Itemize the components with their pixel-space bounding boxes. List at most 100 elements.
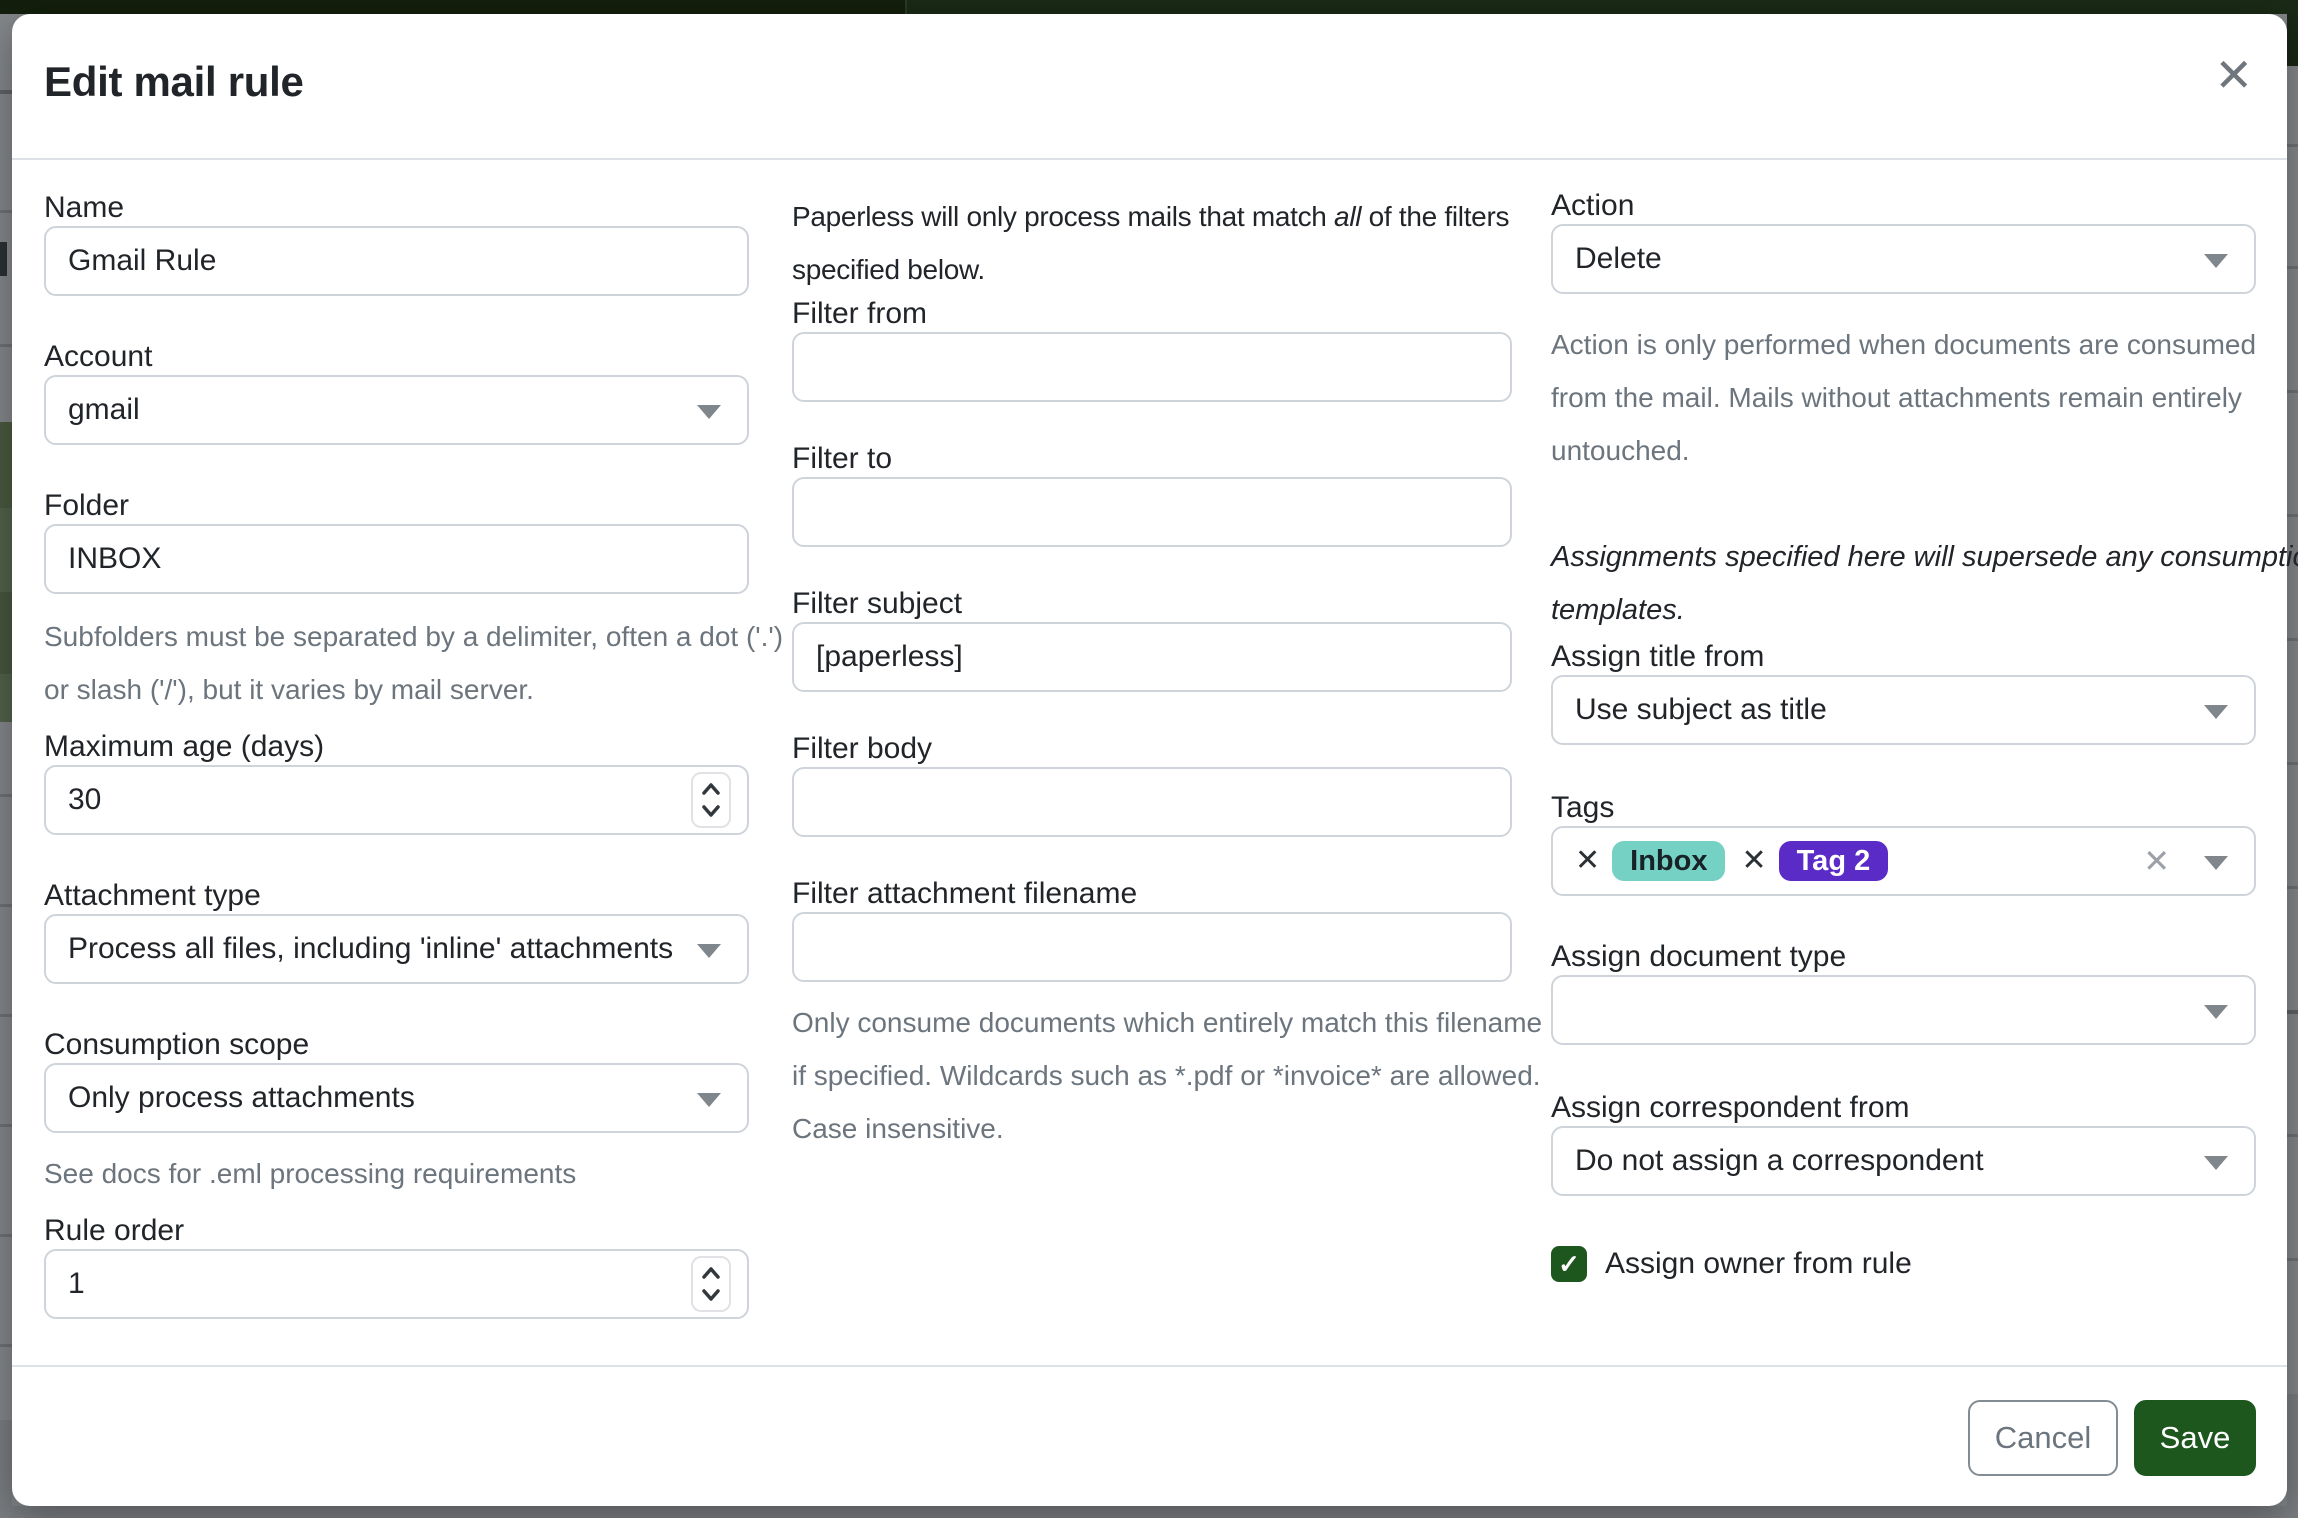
filter-body-input[interactable] (792, 767, 1512, 837)
folder-help-line: or slash ('/'), but it varies by mail se… (44, 674, 534, 705)
filters-intro-text: Paperless will only process mails that m… (792, 201, 1510, 285)
tags-multiselect[interactable]: ✕ Inbox ✕ Tag 2 ✕ (1551, 826, 2256, 896)
remove-tag-icon[interactable]: ✕ (1741, 844, 1767, 877)
backdrop-row-line (0, 210, 12, 213)
close-icon[interactable]: ✕ (2214, 49, 2253, 101)
remove-tag-icon[interactable]: ✕ (1575, 844, 1601, 877)
backdrop-row-line (0, 794, 12, 797)
attachment-type-select[interactable]: Process all files, including 'inline' at… (44, 914, 749, 984)
assignments-note: Assignments specified here will supersed… (1551, 541, 2298, 626)
mail-rule-filters-column: Paperless will only process mails that m… (792, 190, 1542, 1155)
backdrop-row-line (2287, 1134, 2298, 1137)
chevron-down-icon (2204, 1156, 2228, 1170)
attachment-type-label: Attachment type (44, 879, 261, 912)
backdrop-text-fragment (0, 242, 7, 276)
backdrop-header-corner (2287, 14, 2298, 66)
backdrop-row-line (0, 1014, 12, 1017)
assign-correspondent-from-select[interactable]: Do not assign a correspondent (1551, 1126, 2256, 1196)
filter-to-input[interactable] (792, 477, 1512, 547)
filter-subject-label: Filter subject (792, 587, 963, 620)
backdrop-row-line (2287, 762, 2298, 765)
assign-correspondent-from-value: Do not assign a correspondent (1575, 1144, 1984, 1177)
backdrop-row-line (2287, 390, 2298, 393)
chevron-down-icon (2204, 1005, 2228, 1019)
account-select[interactable]: gmail (44, 375, 749, 445)
backdrop-row-line (2287, 144, 2298, 147)
filter-body-label: Filter body (792, 732, 933, 765)
backdrop-light-row (2287, 1394, 2298, 1518)
filter-attachment-filename-input[interactable] (792, 912, 1512, 982)
assign-owner-checkbox[interactable]: ✓ (1551, 1246, 1587, 1282)
assign-document-type-select[interactable] (1551, 975, 2256, 1045)
backdrop-row-line (2287, 514, 2298, 517)
assign-correspondent-from-label: Assign correspondent from (1551, 1091, 1910, 1124)
rule-order-input[interactable] (44, 1249, 749, 1319)
chevron-down-icon (697, 405, 721, 419)
filter-subject-input[interactable] (792, 622, 1512, 692)
stepper-chevrons-icon (702, 1267, 720, 1301)
account-select-value: gmail (68, 393, 140, 426)
backdrop-row-line (2287, 638, 2298, 641)
folder-input[interactable] (44, 524, 749, 594)
name-label: Name (44, 191, 125, 224)
chevron-down-icon (2204, 705, 2228, 719)
backdrop-row-line (2287, 886, 2298, 889)
assign-document-type-label: Assign document type (1551, 940, 1847, 973)
backdrop-row-line (2287, 1010, 2298, 1014)
maximum-age-input[interactable] (44, 765, 749, 835)
backdrop-row-line (0, 344, 12, 347)
consumption-scope-select-value: Only process attachments (68, 1081, 415, 1114)
chevron-down-icon (2204, 254, 2228, 268)
consumption-scope-label: Consumption scope (44, 1028, 310, 1061)
chevron-down-icon (697, 1093, 721, 1107)
chevron-down-icon (2204, 856, 2228, 870)
cancel-button[interactable]: Cancel (1968, 1400, 2118, 1476)
backdrop-light-row (0, 1420, 12, 1518)
clear-tags-icon[interactable]: ✕ (2143, 843, 2170, 879)
edit-mail-rule-dialog: Edit mail rule ✕ Name Account gmail Fold… (12, 14, 2298, 1506)
tag-chip-tag2: Tag 2 (1778, 841, 1889, 881)
backdrop-green-row (0, 508, 12, 592)
backdrop-green-row (0, 422, 12, 508)
number-stepper[interactable] (691, 1256, 731, 1312)
chevron-down-icon (697, 944, 721, 958)
action-help-line: untouched. (1551, 435, 1690, 466)
backdrop-row-line (2287, 1258, 2298, 1261)
backdrop-row-line (2287, 266, 2298, 269)
backdrop-row-line (0, 904, 12, 907)
assign-title-from-select[interactable]: Use subject as title (1551, 675, 2256, 745)
backdrop-bottom-strip (0, 1506, 2298, 1518)
mail-rule-action-column: Action Delete Action is only performed w… (1551, 188, 2298, 1282)
filter-to-label: Filter to (792, 442, 893, 475)
filename-help-line: if specified. Wildcards such as *.pdf or… (792, 1060, 1541, 1091)
consumption-scope-select[interactable]: Only process attachments (44, 1063, 749, 1133)
name-input[interactable] (44, 226, 749, 296)
backdrop-green-row (0, 674, 12, 722)
action-help-line: from the mail. Mails without attachments… (1551, 382, 2242, 413)
folder-label: Folder (44, 489, 130, 522)
filename-help-line: Case insensitive. (792, 1113, 1004, 1144)
background-header-seam (905, 0, 907, 14)
backdrop-row-line (0, 1234, 12, 1237)
filter-attachment-filename-label: Filter attachment filename (792, 877, 1138, 910)
mail-rule-basic-settings-column: Name Account gmail Folder Subfolders mus… (44, 190, 783, 1319)
save-button[interactable]: Save (2134, 1400, 2256, 1476)
action-select[interactable]: Delete (1551, 224, 2256, 294)
consumption-scope-help-line: See docs for .eml processing requirement… (44, 1158, 577, 1189)
backdrop-row-line (0, 1124, 12, 1127)
backdrop-right-strip (2287, 14, 2298, 1518)
backdrop-left-strip (0, 14, 12, 1518)
filters-intro-emphasis: all (1334, 201, 1362, 232)
action-label: Action (1551, 189, 1635, 222)
tag-chip-inbox: Inbox (1612, 841, 1726, 881)
backdrop-row-line (0, 90, 12, 94)
dialog-footer: Cancel Save (12, 1365, 2287, 1506)
action-select-value: Delete (1575, 242, 1662, 275)
action-help-line: Action is only performed when documents … (1551, 329, 2257, 360)
background-sidebar-header-segment (0, 0, 905, 14)
attachment-type-select-value: Process all files, including 'inline' at… (68, 932, 674, 965)
number-stepper[interactable] (691, 772, 731, 828)
dialog-header: Edit mail rule ✕ (12, 14, 2287, 160)
filter-from-input[interactable] (792, 332, 1512, 402)
assign-title-from-label: Assign title from (1551, 640, 1765, 673)
